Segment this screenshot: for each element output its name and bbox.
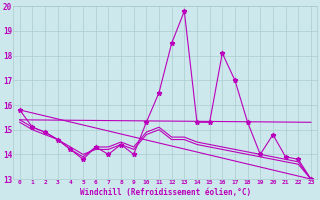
- X-axis label: Windchill (Refroidissement éolien,°C): Windchill (Refroidissement éolien,°C): [80, 188, 251, 197]
